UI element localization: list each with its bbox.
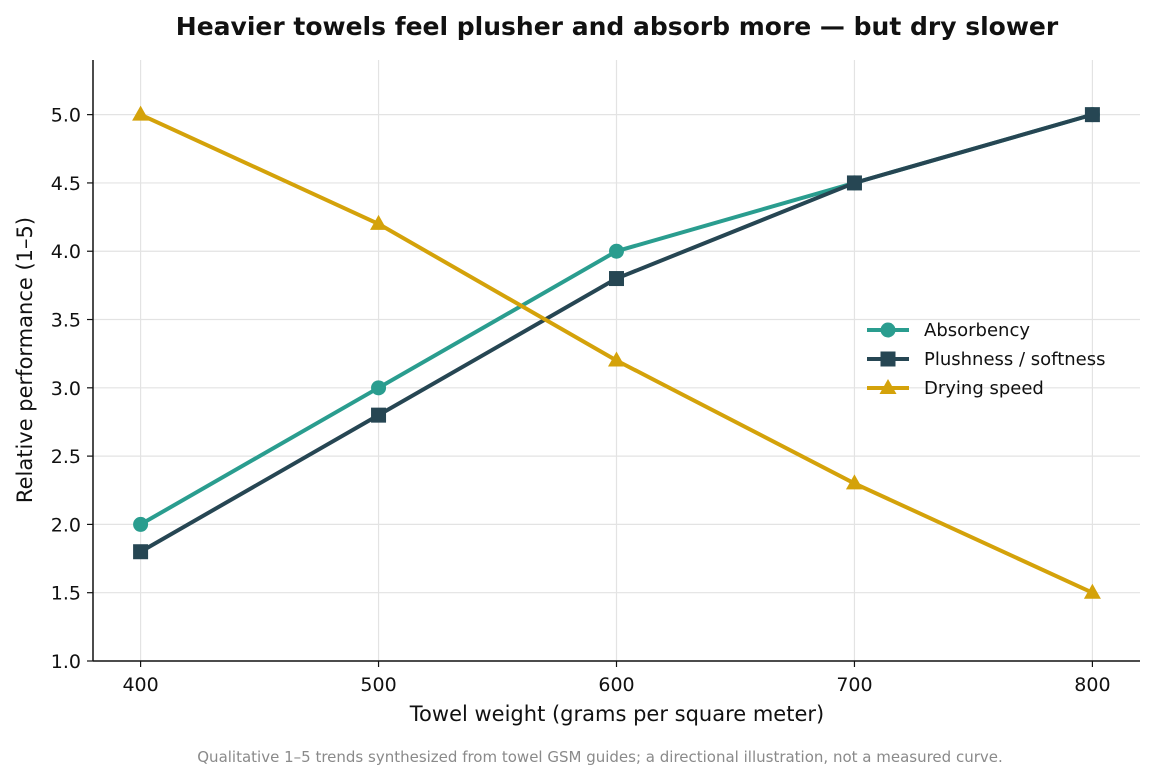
data-point-drying-speed — [370, 214, 388, 230]
y-axis-label: Relative performance (1–5) — [13, 217, 37, 503]
data-point-drying-speed — [845, 474, 863, 490]
data-point-drying-speed — [608, 351, 625, 367]
data-point-plushness-softness — [846, 175, 862, 191]
x-tick-label: 800 — [1074, 674, 1110, 696]
data-series — [132, 105, 1101, 599]
data-point-plushness-softness — [609, 271, 624, 287]
data-point-plushness-softness — [133, 544, 149, 560]
legend-label: Drying speed — [924, 378, 1044, 399]
footnote: Qualitative 1–5 trends synthesized from … — [197, 748, 1003, 766]
y-tick-label: 4.0 — [51, 241, 81, 263]
x-axis-label: Towel weight (grams per square meter) — [409, 702, 824, 726]
x-tick-label: 700 — [836, 674, 872, 696]
x-tick-label: 400 — [122, 674, 158, 696]
series-plushness-softness — [133, 107, 1100, 560]
y-tick-label: 2.5 — [51, 446, 81, 468]
legend-item-absorbency: Absorbency — [867, 320, 1030, 341]
y-tick-label: 1.5 — [51, 583, 81, 605]
data-point-plushness-softness — [1084, 107, 1100, 123]
legend: Absorbency Plushness / softness Drying spe… — [867, 320, 1106, 399]
data-point-drying-speed — [132, 105, 150, 121]
legend-marker — [879, 379, 897, 394]
legend-item-plushness-softness: Plushness / softness — [867, 349, 1106, 370]
data-point-absorbency — [133, 516, 149, 532]
data-point-drying-speed — [1083, 583, 1101, 599]
y-tick-label: 2.0 — [51, 514, 81, 536]
data-point-absorbency — [371, 380, 387, 396]
y-tick-label: 5.0 — [51, 105, 81, 127]
x-tick-label: 600 — [598, 674, 634, 696]
series-drying-speed — [132, 105, 1101, 599]
legend-label: Plushness / softness — [924, 349, 1106, 370]
legend-item-drying-speed: Drying speed — [867, 378, 1044, 399]
legend-marker — [880, 351, 896, 367]
y-tick-label: 1.0 — [51, 651, 81, 673]
y-axis-ticks: 1.0 1.5 2.0 2.5 3.0 3.5 4.0 4.5 5.0 — [51, 105, 93, 673]
y-tick-label: 4.5 — [51, 173, 81, 195]
data-point-absorbency — [609, 243, 624, 259]
x-axis-ticks: 400 500 600 700 800 — [122, 661, 1111, 696]
data-point-plushness-softness — [371, 407, 387, 423]
y-tick-label: 3.0 — [51, 378, 81, 400]
legend-label: Absorbency — [924, 320, 1030, 341]
chart-title: Heavier towels feel plusher and absorb m… — [176, 12, 1059, 41]
x-tick-label: 500 — [360, 674, 396, 696]
gridlines — [93, 60, 1140, 661]
legend-marker — [880, 322, 896, 338]
y-tick-label: 3.5 — [51, 310, 81, 332]
